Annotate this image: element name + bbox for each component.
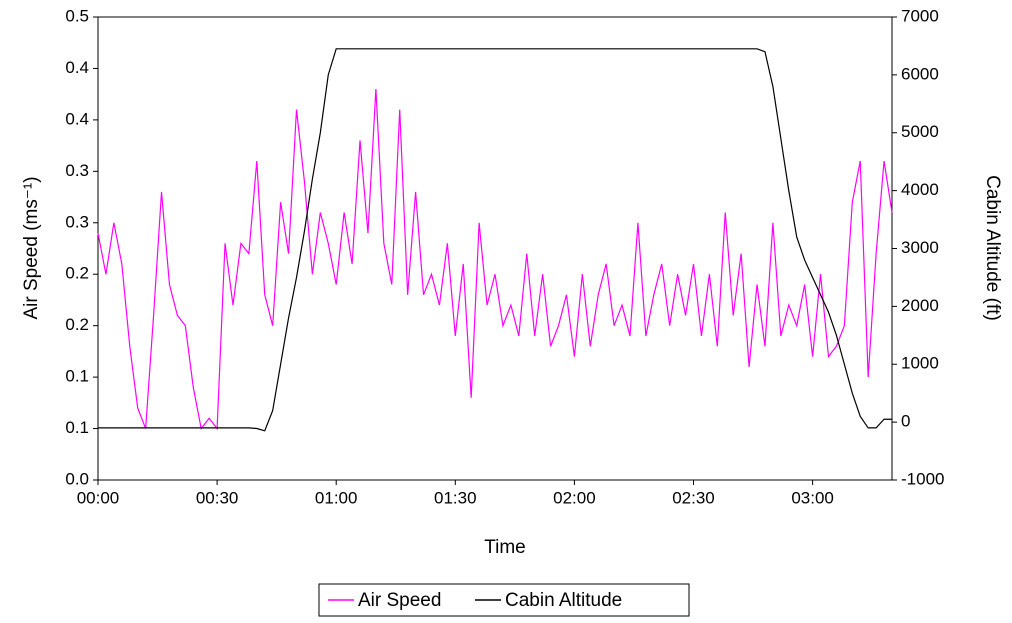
y2-tick-label: -1000 xyxy=(901,469,944,488)
y2-tick-label: 7000 xyxy=(901,6,939,25)
y-tick-label: 0.1 xyxy=(65,418,89,437)
x-tick-label: 03:00 xyxy=(791,488,834,507)
legend-box xyxy=(318,583,690,617)
x-tick-label: 00:30 xyxy=(196,488,239,507)
x-tick-label: 02:30 xyxy=(672,488,715,507)
data-line xyxy=(98,48,892,432)
y2-tick-label: 6000 xyxy=(901,64,939,83)
y2-tick-label: 4000 xyxy=(901,180,939,199)
y2-axis-title: Cabin Altitude (ft) xyxy=(982,175,1003,321)
y-tick-label: 0.3 xyxy=(65,212,89,231)
y-tick-label: 0.1 xyxy=(65,367,89,386)
y-tick-label: 0.2 xyxy=(65,264,89,283)
y-tick-label: 0.0 xyxy=(65,469,89,488)
y-tick-label: 0.5 xyxy=(65,6,89,25)
x-tick-label: 00:00 xyxy=(77,488,120,507)
x-axis-title: Time xyxy=(484,537,526,558)
legend-label: Air Speed xyxy=(358,590,441,611)
y-axis-title: Air Speed (ms⁻¹) xyxy=(21,176,42,319)
legend-label: Cabin Altitude xyxy=(505,590,622,611)
y2-tick-label: 0 xyxy=(901,412,910,431)
x-tick-label: 01:00 xyxy=(315,488,358,507)
y-tick-label: 0.3 xyxy=(65,161,89,180)
y2-tick-label: 1000 xyxy=(901,354,939,373)
y-tick-label: 0.2 xyxy=(65,315,89,334)
x-tick-label: 02:00 xyxy=(553,488,596,507)
y2-tick-label: 5000 xyxy=(901,122,939,141)
data-line xyxy=(97,88,893,431)
y2-tick-label: 2000 xyxy=(901,296,939,315)
y-tick-label: 0.4 xyxy=(65,58,89,77)
y2-tick-label: 3000 xyxy=(901,238,939,257)
x-tick-label: 01:30 xyxy=(434,488,477,507)
y-tick-label: 0.4 xyxy=(65,109,89,128)
